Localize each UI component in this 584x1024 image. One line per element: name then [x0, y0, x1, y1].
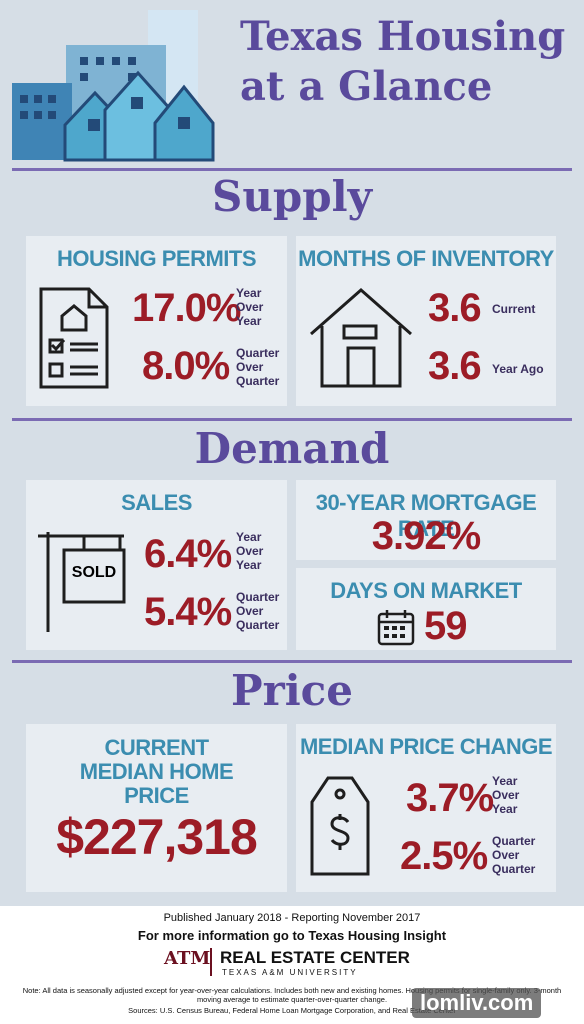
value: $227,318: [56, 809, 258, 865]
label: MEDIAN PRICE CHANGE: [299, 734, 553, 759]
card: MEDIAN PRICE CHANGE 3.7% Year Over Year …: [296, 724, 556, 892]
logo-sub: TEXAS A&M UNIVERSITY: [222, 968, 358, 977]
buildings-icon: [12, 10, 215, 162]
value: 8.0%: [142, 344, 230, 388]
period: Year Over Year: [236, 286, 264, 328]
label: HOUSING PERMITS: [56, 246, 257, 271]
section-heading: Demand: [194, 424, 390, 473]
house-icon: [310, 288, 412, 388]
period: Current: [492, 302, 536, 316]
value: 2.5%: [400, 834, 488, 878]
divider: [12, 168, 572, 171]
logo-name: REAL ESTATE CENTER: [220, 948, 410, 967]
value: 3.92%: [371, 514, 481, 558]
sign-icon: [38, 532, 126, 632]
label: 30-YEAR MORTGAGE RATE: [315, 490, 537, 541]
watermark: lomliv.com: [412, 988, 542, 1018]
value: 5.4%: [144, 590, 232, 634]
logo-divider: [210, 948, 212, 976]
more-info-link[interactable]: For more information go to Texas Housing…: [137, 928, 447, 943]
note: Note: All data is seasonally adjusted ex…: [22, 986, 562, 1004]
period: Year Ago: [492, 362, 544, 376]
value: 59: [424, 604, 467, 648]
period: Year Over Year: [236, 530, 264, 572]
value: 3.6: [428, 286, 482, 330]
logo-mark: ATM: [164, 948, 211, 969]
label: CURRENT MEDIAN HOME PRICE: [79, 735, 234, 808]
published: Published January 2018 - Reporting Novem…: [163, 912, 421, 924]
card: SALES SOLD 6.4% Year Over Year 5.4% Quar…: [26, 480, 287, 650]
card: DAYS ON MARKET 59: [296, 568, 556, 650]
card: CURRENT MEDIAN HOME PRICE $227,318: [26, 724, 287, 892]
card: MONTHS OF INVENTORY 3.6 Current 3.6 Year…: [296, 236, 556, 406]
label: SALES: [121, 490, 192, 515]
section-heading: Price: [231, 666, 353, 715]
sign-text: SOLD: [71, 564, 117, 581]
card: HOUSING PERMITS 17.0% Year Over Year 8.0…: [26, 236, 287, 406]
label: DAYS ON MARKET: [330, 578, 522, 603]
period: Quarter Over Quarter: [236, 346, 280, 388]
divider: [12, 418, 572, 421]
value: 3.6: [428, 344, 482, 388]
period: Year Over Year: [492, 774, 520, 816]
price-tag-icon: [310, 776, 370, 876]
section-heading: Supply: [212, 172, 372, 221]
divider: [12, 660, 572, 663]
value: 6.4%: [144, 532, 232, 576]
period: Quarter Over Quarter: [236, 590, 280, 632]
document-icon: [39, 287, 109, 389]
sources: Sources: U.S. Census Bureau, Federal Hom…: [128, 1006, 456, 1015]
title: Texas Housing at a Glance: [240, 13, 566, 110]
value: 17.0%: [132, 286, 241, 330]
card: 30-YEAR MORTGAGE RATE 3.92%: [296, 480, 556, 560]
period: Quarter Over Quarter: [492, 834, 536, 876]
calendar-icon: [377, 610, 415, 646]
label: MONTHS OF INVENTORY: [298, 246, 554, 271]
value: 3.7%: [406, 776, 494, 820]
